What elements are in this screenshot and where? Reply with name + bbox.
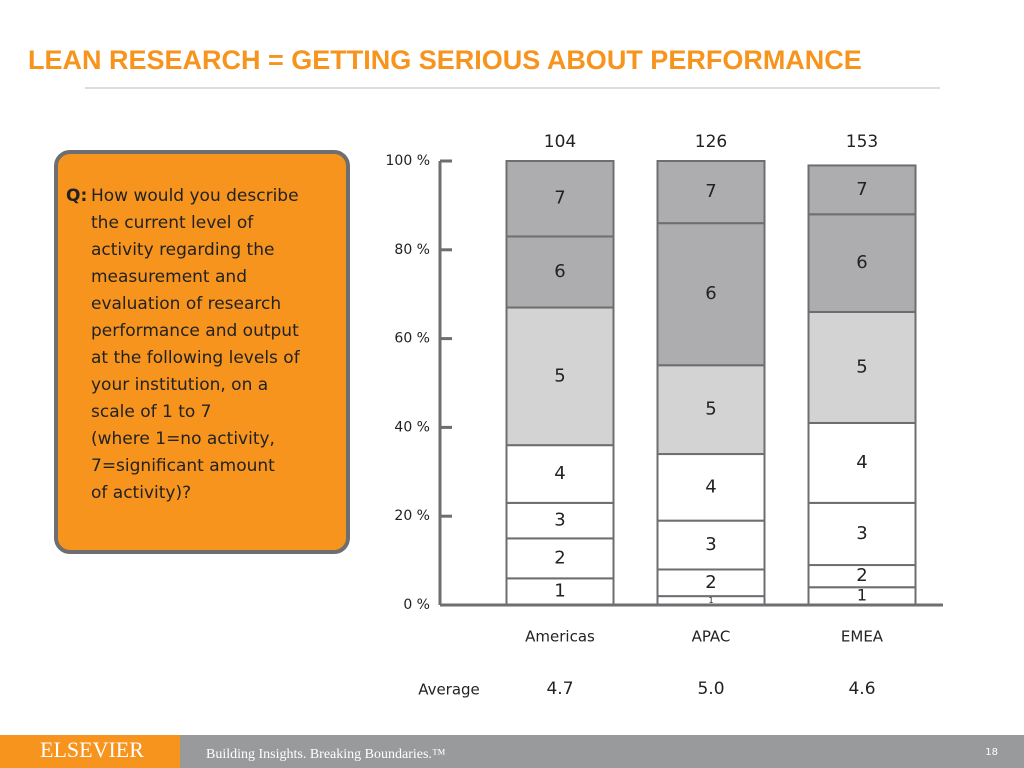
segment-label: 5 — [856, 356, 867, 377]
average-value: 4.6 — [848, 679, 875, 699]
question-line: evaluation of research — [91, 294, 281, 314]
question-line: 7=significant amount — [91, 456, 275, 476]
question-line: performance and output — [91, 321, 299, 341]
segment-label: 2 — [856, 565, 867, 586]
bar-segment — [505, 537, 615, 580]
segment-label: 1 — [554, 581, 565, 602]
segment-label: 3 — [705, 534, 716, 555]
bar-segment — [656, 160, 766, 225]
question-text: How would you describe the current level … — [91, 186, 301, 503]
bar-segment — [807, 310, 917, 424]
segment-label: 1 — [857, 586, 867, 605]
segment-label: 2 — [554, 547, 565, 568]
question-line: scale of 1 to 7 — [91, 402, 212, 422]
question-prefix: Q: — [66, 186, 87, 206]
bar-segment — [807, 164, 917, 216]
bar-segment — [505, 235, 615, 309]
question-line: (where 1=no activity, — [91, 429, 275, 449]
y-tick-label: 20 % — [394, 508, 430, 524]
segment-label: 6 — [554, 261, 565, 282]
question-line: activity regarding the — [91, 240, 274, 260]
footer-tagline: Building Insights. Breaking Boundaries.™ — [206, 747, 446, 762]
segment-label: 7 — [856, 179, 867, 200]
segment-label: 3 — [554, 510, 565, 531]
count-label: 126 — [695, 132, 727, 152]
segment-label: 4 — [705, 476, 716, 497]
question-line: at the following levels of — [91, 348, 301, 368]
segment-label: 4 — [554, 463, 565, 484]
bar-segment — [807, 213, 917, 313]
bar-segment — [505, 306, 615, 447]
bar-segment — [505, 577, 615, 606]
x-tick-label: Americas — [525, 628, 595, 646]
y-tick-label: 40 % — [394, 419, 430, 435]
question-line: of activity)? — [91, 483, 191, 503]
x-tick-label: EMEA — [841, 628, 884, 646]
average-value: 5.0 — [697, 679, 724, 699]
page-number: 18 — [985, 747, 998, 758]
segment-label: 6 — [705, 283, 716, 304]
bar-segment — [656, 364, 766, 456]
segment-label: 7 — [705, 181, 716, 202]
segment-label: 3 — [856, 523, 867, 544]
average-label: Average — [418, 681, 480, 699]
bar-segment — [505, 501, 615, 540]
bar-segment — [656, 519, 766, 571]
segment-label: 1 — [708, 596, 713, 605]
segment-label: 5 — [705, 399, 716, 420]
question-line: measurement and — [91, 267, 247, 287]
y-tick-label: 100 % — [386, 153, 430, 169]
count-label: 153 — [846, 132, 878, 152]
x-tick-label: APAC — [692, 628, 731, 646]
y-tick-label: 0 % — [403, 597, 430, 613]
bar-segment — [505, 160, 615, 238]
segment-label: 5 — [554, 365, 565, 386]
y-tick-label: 60 % — [394, 331, 430, 347]
bar-segment — [656, 568, 766, 598]
segment-label: 2 — [705, 572, 716, 593]
footer-brand: ELSEVIER — [40, 737, 144, 762]
question-line: the current level of — [91, 213, 254, 233]
average-value: 4.7 — [546, 679, 573, 699]
question-box — [54, 150, 350, 554]
segment-label: 6 — [856, 252, 867, 273]
bar-segment — [656, 453, 766, 522]
segment-label: 7 — [554, 188, 565, 209]
count-label: 104 — [544, 132, 576, 152]
segment-label: 4 — [856, 452, 867, 473]
bar-segment — [807, 421, 917, 504]
footer-brand-block — [0, 735, 180, 768]
y-tick-label: 80 % — [394, 242, 430, 258]
chart: 0 %20 %40 %60 %80 %100 %1234567104Americ… — [386, 132, 943, 699]
question-line: your institution, on a — [91, 375, 268, 395]
slide-title: LEAN RESEARCH = GETTING SERIOUS ABOUT PE… — [28, 45, 862, 75]
question-line: How would you describe — [91, 186, 299, 206]
